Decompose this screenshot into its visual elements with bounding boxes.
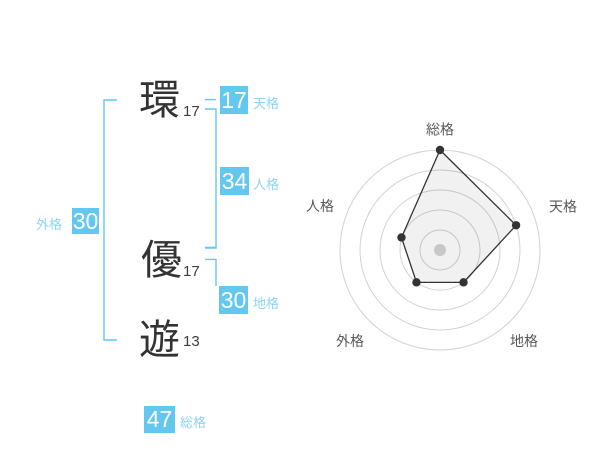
svg-text:地格: 地格 — [510, 331, 538, 351]
svg-text:人格: 人格 — [306, 196, 334, 216]
svg-text:総格: 総格 — [426, 120, 454, 140]
svg-text:天格: 天格 — [549, 197, 577, 217]
svg-text:外格: 外格 — [336, 331, 364, 351]
